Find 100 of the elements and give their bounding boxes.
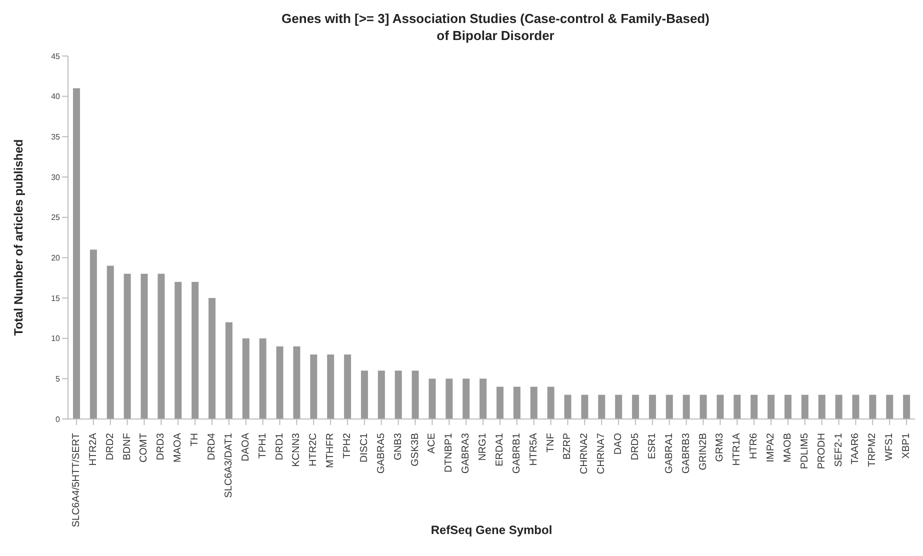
x-tick-label: TPH1 [257, 432, 268, 459]
x-tick-label: SLC6A3/DAT1 [223, 432, 234, 498]
bar [140, 274, 148, 419]
bar [208, 298, 216, 419]
bar [581, 394, 588, 419]
x-tick-label: XBP1 [901, 432, 912, 459]
bar [378, 370, 385, 419]
bar [124, 274, 131, 419]
bar [327, 354, 334, 419]
x-tick-label: GABRA5 [376, 432, 387, 474]
x-tick-label: ACE [426, 432, 438, 454]
x-tick-label: HTR6 [748, 432, 760, 460]
y-tick-label: 40 [51, 92, 61, 102]
bar [768, 394, 775, 419]
x-tick-label: HTR2A [88, 432, 99, 466]
y-tick-label: 5 [56, 374, 61, 384]
bar [259, 338, 266, 419]
bar [903, 394, 910, 419]
bar [700, 394, 707, 419]
bar [886, 394, 894, 419]
bar [750, 394, 758, 419]
x-tick-label: HTR2C [308, 433, 320, 466]
bar [242, 338, 250, 419]
bar [293, 346, 300, 419]
x-tick-label: GABRB3 [680, 432, 692, 474]
x-tick-label: MAOA [172, 432, 184, 462]
x-tick-label: IMPA2 [766, 432, 777, 462]
bar [428, 378, 436, 419]
x-tick-label: GABRA1 [664, 432, 675, 474]
bar [547, 386, 554, 419]
x-tick-label: GRM3 [714, 432, 726, 462]
bar [73, 88, 80, 419]
x-tick-label: KCNN3 [291, 432, 302, 467]
y-tick-label: 15 [51, 294, 61, 303]
bar [666, 394, 673, 419]
x-tick-label: TPH2 [342, 432, 354, 459]
x-tick-label: GRIN2B [698, 432, 709, 470]
bar [513, 386, 520, 419]
x-tick-label: ERDA1 [494, 432, 506, 466]
bar [496, 386, 504, 419]
x-tick-label: CHRNA2 [579, 432, 590, 474]
x-tick-label: TH [190, 433, 201, 446]
bar [530, 386, 538, 419]
bar [801, 394, 808, 419]
y-tick-label: 35 [51, 132, 61, 142]
bar [648, 394, 656, 419]
bar [412, 370, 419, 419]
y-tick-label: 20 [51, 254, 61, 263]
x-tick-label: COMT [138, 433, 150, 462]
bar [716, 394, 724, 419]
x-tick-label: DRD4 [206, 432, 218, 460]
x-tick-label: MAOB [782, 432, 794, 462]
x-tick-label: TNF [545, 433, 556, 452]
x-tick-label: CHRNA7 [596, 432, 608, 474]
x-tick-label: DISC1 [358, 432, 370, 462]
bar [90, 250, 97, 419]
y-tick-label: 30 [51, 172, 61, 182]
bar [615, 394, 622, 419]
bar [192, 282, 199, 419]
x-tick-label: GNB3 [392, 432, 404, 460]
x-tick-label: DRD1 [274, 432, 286, 460]
bar [394, 370, 402, 419]
x-tick-label: BDNF [122, 433, 133, 460]
x-tick-label: HTR5A [528, 432, 540, 466]
x-tick-label: DTNBP1 [444, 432, 455, 472]
x-tick-label: ESR1 [646, 432, 658, 460]
x-tick-label: NRG1 [478, 432, 489, 461]
bar [852, 394, 860, 419]
y-tick-label: 10 [51, 334, 61, 344]
x-tick-label: DRD5 [630, 432, 641, 460]
y-axis-title: Total Number of articles published [11, 139, 26, 336]
bar [682, 394, 690, 419]
bar [734, 394, 741, 419]
chart-title: Genes with [>= 3] Association Studies (Case-control & Family-Based) of Bipolar Disorder [280, 10, 710, 44]
bar [818, 394, 826, 419]
bar [835, 394, 842, 419]
x-tick-label: GSK3B [410, 432, 421, 466]
bar [225, 322, 232, 419]
bar [344, 354, 352, 419]
y-tick-label: 25 [51, 213, 61, 222]
y-tick-label: 45 [51, 52, 61, 61]
bar [446, 378, 453, 419]
y-tick-label: 0 [56, 414, 61, 424]
x-tick-label: DRD2 [104, 432, 116, 460]
x-tick-label: MTHFR [325, 433, 336, 468]
bar [158, 274, 165, 419]
x-tick-label: GABRA3 [460, 432, 472, 474]
x-tick-label: DAO [613, 432, 624, 455]
bar [632, 394, 640, 419]
x-tick-label: GABRB1 [511, 432, 522, 474]
bar [174, 282, 182, 419]
bar [784, 394, 792, 419]
bar [310, 354, 318, 419]
x-tick-label: DRD3 [156, 432, 167, 460]
x-tick-label: SLC6A4/5HTT/SERT [70, 433, 82, 528]
x-tick-label: DAOA [240, 432, 252, 462]
x-tick-label: TRPM2 [867, 432, 878, 467]
x-tick-label: TAAR6 [850, 432, 862, 464]
x-tick-label: HTR1A [732, 432, 743, 466]
bar [360, 370, 368, 419]
